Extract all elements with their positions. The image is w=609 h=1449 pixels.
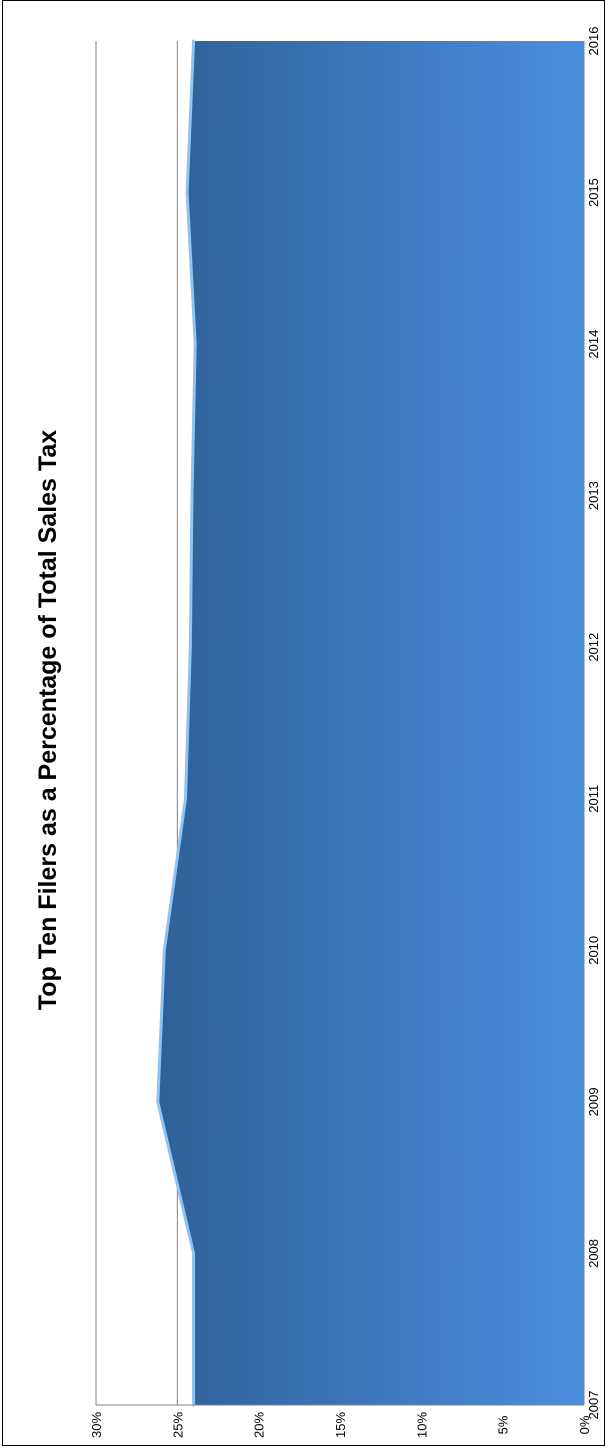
category-label-2009: 2009 bbox=[586, 1087, 601, 1116]
title-group: Top Ten Filers as a Percentage of Total … bbox=[34, 430, 62, 1010]
value-tick-label: 30% bbox=[89, 1412, 104, 1438]
category-label-2008: 2008 bbox=[586, 1239, 601, 1268]
area-edge-line bbox=[156, 40, 197, 1405]
data-point-2012 bbox=[188, 645, 192, 649]
data-point-2014 bbox=[193, 342, 197, 346]
value-tick-label: 20% bbox=[252, 1412, 267, 1438]
data-point-2010 bbox=[162, 948, 166, 952]
area-series bbox=[156, 39, 584, 1407]
value-tick-label: 10% bbox=[414, 1412, 429, 1438]
data-point-2013 bbox=[190, 494, 194, 498]
data-point-2008 bbox=[192, 1251, 196, 1255]
category-label-2015: 2015 bbox=[586, 178, 601, 207]
category-label-2012: 2012 bbox=[586, 633, 601, 662]
category-label-2016: 2016 bbox=[586, 27, 601, 56]
data-point-2011 bbox=[183, 797, 187, 801]
chart-title: Top Ten Filers as a Percentage of Total … bbox=[34, 430, 62, 1010]
category-label-2010: 2010 bbox=[586, 936, 601, 965]
value-tick-label: 25% bbox=[170, 1412, 185, 1438]
category-label-2013: 2013 bbox=[586, 481, 601, 510]
area-fill bbox=[157, 41, 584, 1405]
value-tick-label: 0% bbox=[577, 1415, 592, 1434]
data-point-2016 bbox=[192, 39, 196, 43]
data-point-2015 bbox=[185, 191, 189, 195]
category-label-2014: 2014 bbox=[586, 330, 601, 359]
category-label-2011: 2011 bbox=[586, 785, 601, 813]
data-point-2009 bbox=[156, 1100, 160, 1104]
axes: 0% 5% 10% 15% 20% 25% 30% 2007 2008 2009 2010 2011 2… bbox=[89, 27, 601, 1438]
category-label-2007: 2007 bbox=[586, 1391, 601, 1420]
value-tick-label: 15% bbox=[333, 1412, 348, 1438]
value-tick-label: 5% bbox=[496, 1415, 511, 1434]
